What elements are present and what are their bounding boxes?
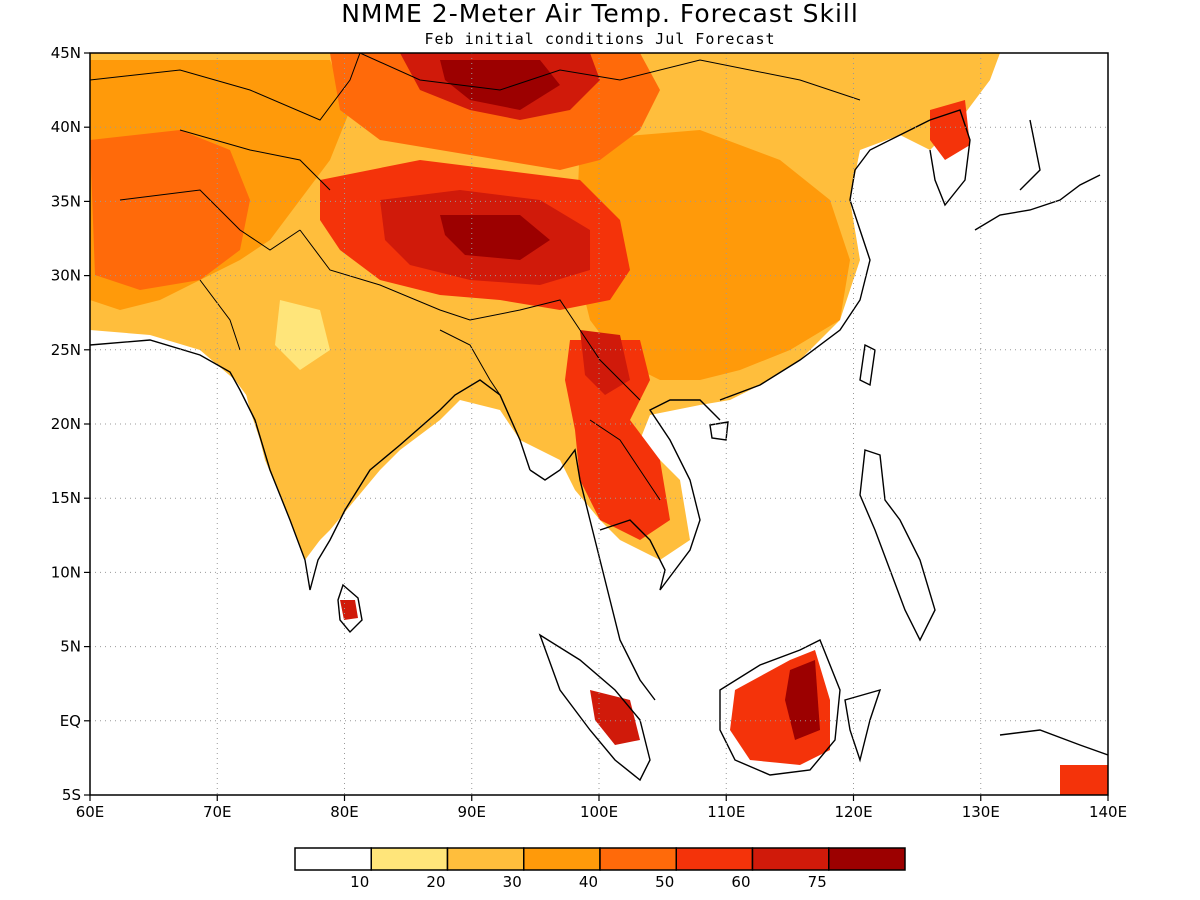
skill-region-india-low [275,300,330,370]
skill-region-tibet-peak [440,215,550,260]
lat-tick-label: 5S [62,786,81,804]
colorbar-label: 30 [503,873,522,891]
colorbar-label: 60 [731,873,750,891]
lon-tick-label: 60E [76,803,105,821]
lon-tick-label: 120E [834,803,872,821]
colorbar-swatch [599,847,677,871]
skill-region-china [575,130,850,380]
lon-tick-label: 70E [203,803,232,821]
colorbar-swatch [446,847,525,871]
border-mongolia [359,53,861,101]
coastline-taiwan [859,343,876,387]
border-central-asia [90,53,361,251]
map-area [90,53,1108,795]
skill-region-myanmar [580,330,630,395]
colorbar-swatch [370,847,449,871]
coastline-new-guinea [999,729,1108,756]
skill-shading [90,53,1108,795]
lat-tick-label: 40N [51,118,81,136]
border-himalaya [299,229,581,331]
border-indochina [579,329,661,501]
skill-region-mongolia-peak [440,60,560,110]
coastline-hainan [709,421,729,441]
colorbar-label: 40 [579,873,598,891]
coastline-china [719,119,931,401]
colorbar-swatch [523,847,601,871]
longitude-axis: 60E 70E 80E 90E 100E 110E 120E 130E 140E [76,795,1127,821]
lat-tick-label: 15N [51,489,81,507]
page-subtitle: Feb initial conditions Jul Forecast [424,30,775,48]
coastline-sumatra [538,633,651,782]
coastline-sulawesi [844,688,882,763]
latitude-axis: 45N 40N 35N 30N 25N 20N 15N 10N 5N EQ 5S [51,44,90,804]
lat-tick-label: EQ [60,712,81,730]
colorbar-swatch [294,847,372,871]
skill-region-sumatra [590,690,640,745]
skill-region-sri-lanka [340,600,358,620]
lon-tick-label: 110E [707,803,745,821]
coastline-sri-lanka [337,583,363,634]
lon-tick-label: 140E [1089,803,1127,821]
colorbar-label: 50 [655,873,674,891]
coastline-philippines [859,449,936,642]
skill-region-new-guinea [1060,765,1108,795]
colorbar-swatch [675,847,754,871]
lon-tick-label: 80E [330,803,359,821]
coastline-india [90,339,531,591]
page-title: NMME 2-Meter Air Temp. Forecast Skill [341,0,859,28]
coastline-korea [929,109,971,207]
country-borders [90,53,861,501]
lon-tick-label: 130E [962,803,1000,821]
lat-tick-label: 10N [51,563,81,581]
border-south-asia [199,279,501,396]
lat-tick-label: 30N [51,267,81,285]
lat-tick-label: 35N [51,192,81,210]
gridlines [90,53,1108,795]
skill-region-india [230,300,445,560]
skill-region-west-asia [90,130,250,290]
lon-tick-label: 100E [580,803,618,821]
coastline-indochina [529,399,721,701]
colorbar-swatch [828,847,906,871]
coastline-borneo [719,639,841,776]
colorbar-swatch [751,847,830,871]
colorbar: 10 20 30 40 50 60 75 [294,847,906,891]
skill-region-indochina [565,340,670,540]
colorbar-label: 20 [426,873,445,891]
skill-region-korea [930,100,970,160]
coastline-japan [974,119,1101,231]
lat-tick-label: 5N [60,638,81,656]
coastlines [90,109,1108,782]
lat-tick-label: 20N [51,415,81,433]
lat-tick-label: 25N [51,341,81,359]
colorbar-label: 75 [808,873,827,891]
skill-region-borneo-core [785,660,820,740]
lat-tick-label: 45N [51,44,81,62]
colorbar-label: 10 [350,873,369,891]
lon-tick-label: 90E [457,803,486,821]
